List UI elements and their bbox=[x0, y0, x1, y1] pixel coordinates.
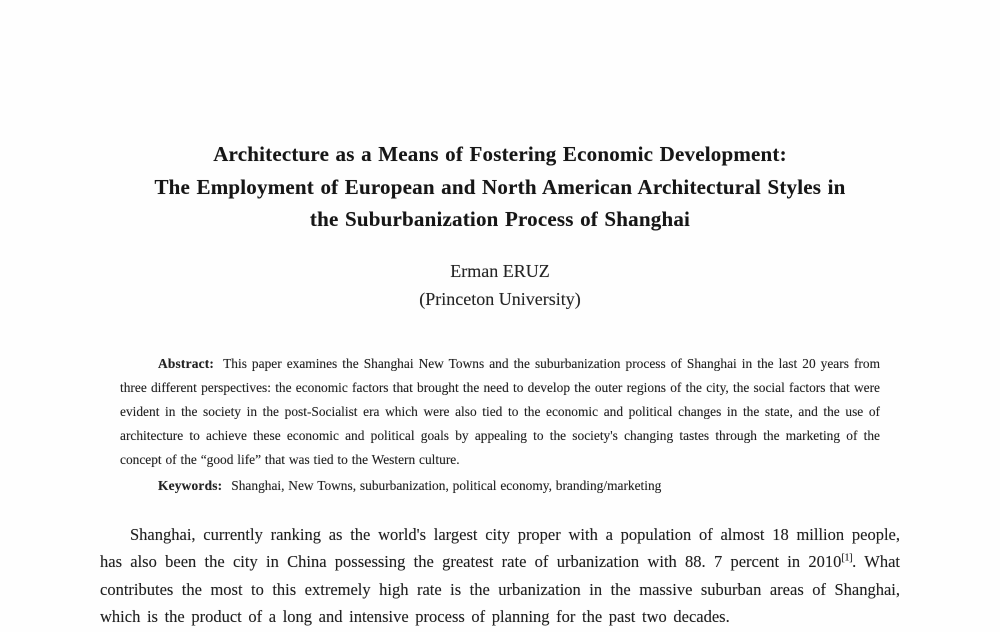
author-name: Erman ERUZ bbox=[450, 260, 550, 281]
paper-title-line-2: The Employment of European and North Ame… bbox=[154, 174, 846, 199]
body-paragraph: Shanghai, currently ranking as the world… bbox=[100, 521, 900, 631]
abstract-text: This paper examines the Shanghai New Tow… bbox=[120, 355, 880, 467]
byline: Erman ERUZ (Princeton University) bbox=[0, 257, 1000, 313]
citation-marker: [1] bbox=[841, 552, 853, 564]
abstract-label: Abstract: bbox=[158, 355, 215, 371]
body-text-before-citation: Shanghai, currently ranking as the world… bbox=[100, 524, 900, 572]
body-text-after-citation: . What contributes the most to this extr… bbox=[100, 552, 901, 626]
keywords-label: Keywords: bbox=[158, 477, 223, 493]
paper-title-line-3: the Suburbanization Process of Shanghai bbox=[309, 207, 691, 231]
keywords-line: Keywords: Shanghai, New Towns, suburbaniz… bbox=[120, 474, 880, 498]
paper-title-line-1: Architecture as a Means of Fostering Eco… bbox=[213, 142, 787, 166]
paper-title: Architecture as a Means of Fostering Eco… bbox=[0, 0, 1000, 236]
abstract-paragraph: Abstract: This paper examines the Shangha… bbox=[120, 352, 880, 472]
author-affiliation: (Princeton University) bbox=[419, 288, 581, 309]
keywords-text: Shanghai, New Towns, suburbanization, po… bbox=[231, 477, 662, 493]
